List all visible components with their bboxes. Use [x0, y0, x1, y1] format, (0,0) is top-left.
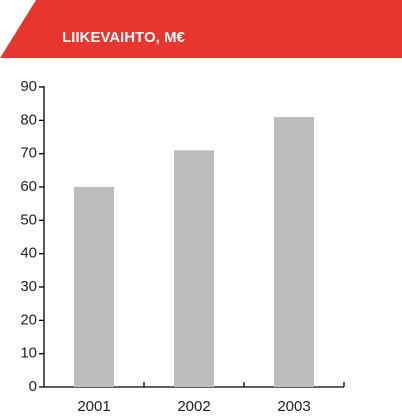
title-banner	[0, 0, 402, 58]
y-tick-label: 10	[20, 345, 37, 362]
y-tick-label: 20	[20, 311, 37, 328]
y-tick-label: 50	[20, 211, 37, 228]
bar	[274, 117, 314, 387]
y-tick-label: 80	[20, 111, 37, 128]
y-tick-label: 60	[20, 178, 37, 195]
y-tick-label: 30	[20, 278, 37, 295]
y-tick-label: 70	[20, 145, 37, 162]
y-tick-label: 40	[20, 245, 37, 262]
y-tick-label: 0	[29, 378, 37, 395]
x-tick-label: 2003	[277, 398, 310, 415]
y-tick-label: 90	[20, 78, 37, 95]
bar	[174, 150, 214, 387]
chart-title: LIIKEVAIHTO, M€	[62, 29, 185, 46]
bar	[74, 187, 114, 387]
x-tick-label: 2002	[177, 398, 210, 415]
x-tick-label: 2001	[77, 398, 110, 415]
